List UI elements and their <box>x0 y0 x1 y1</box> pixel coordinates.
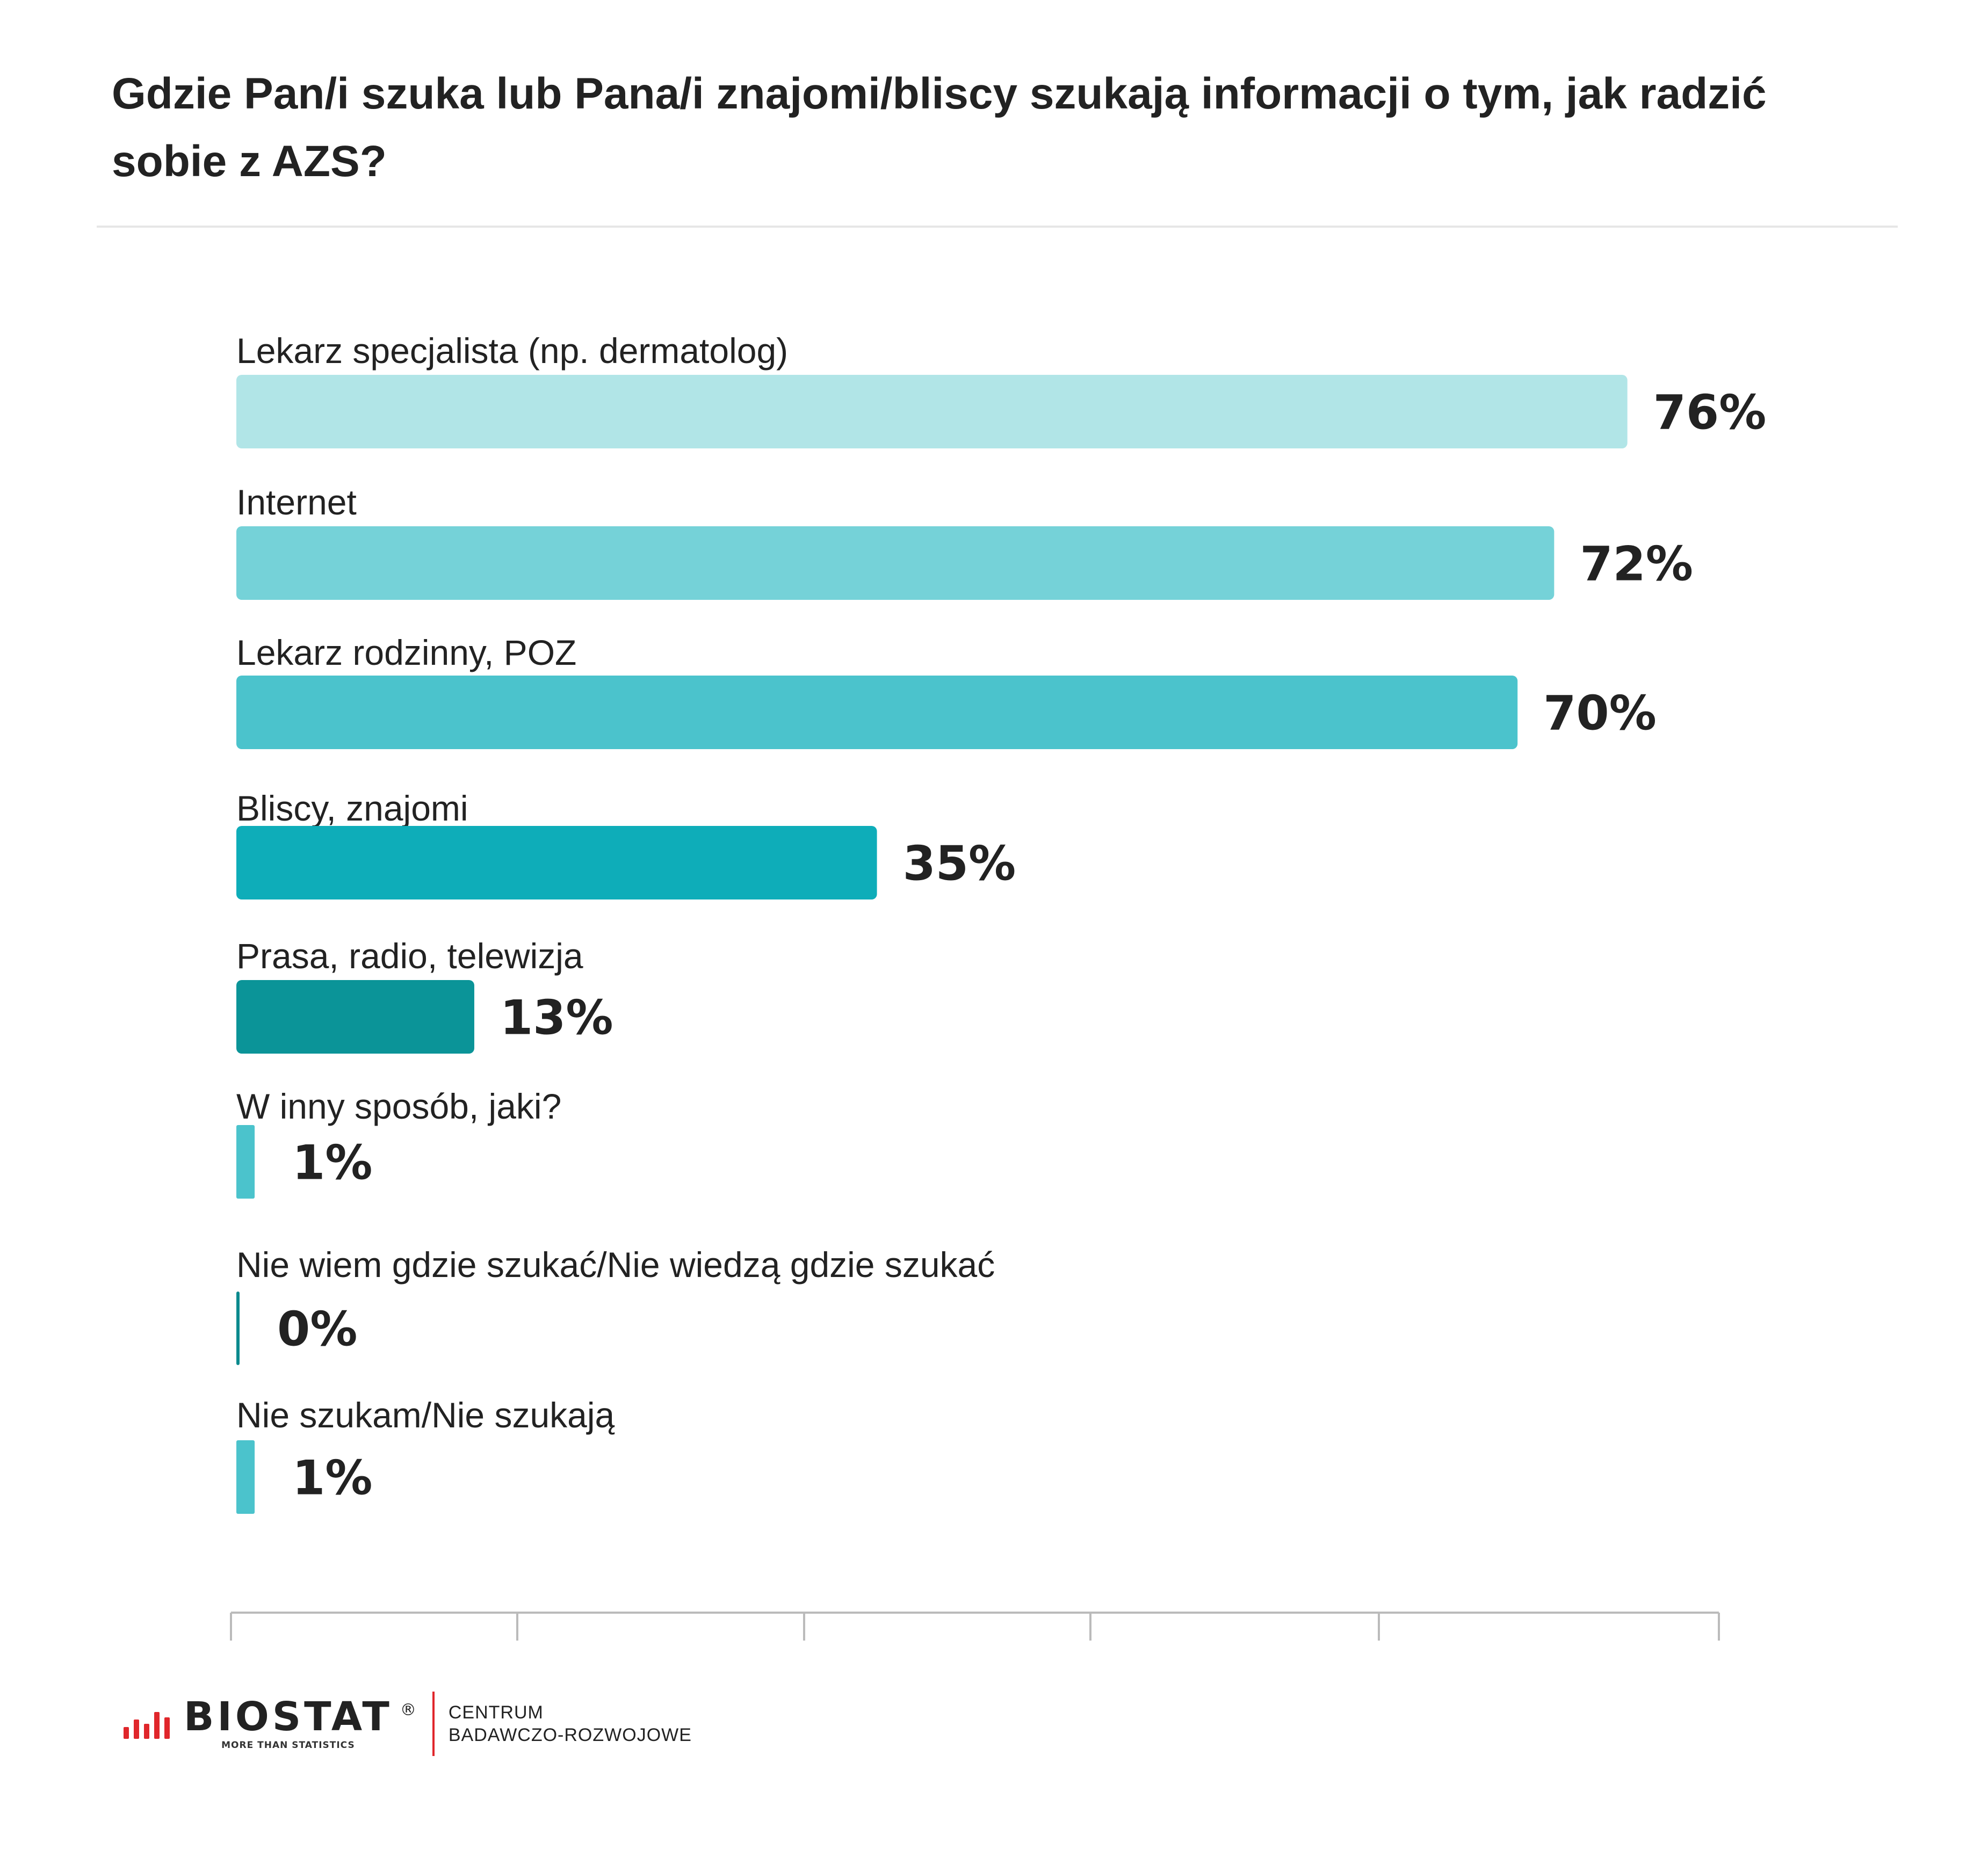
registered-mark: ® <box>400 1701 416 1720</box>
bars-layer: Lekarz specjalista (np. dermatolog) 76% In… <box>236 331 1766 1514</box>
brand-tagline: MORE THAN STATISTICS <box>221 1740 355 1751</box>
value-label: 1% <box>292 1135 372 1191</box>
bar <box>236 826 877 899</box>
title-divider <box>97 226 1898 228</box>
value-label: 76% <box>1653 385 1767 440</box>
value-label: 35% <box>903 836 1016 891</box>
value-label: 70% <box>1543 686 1657 741</box>
value-label: 1% <box>292 1450 372 1506</box>
category-label: Internet <box>236 482 357 522</box>
category-label: Nie wiem gdzie szukać/Nie wiedzą gdzie s… <box>236 1245 995 1285</box>
bar <box>236 676 1518 749</box>
chart-title: Gdzie Pan/i szuka lub Pana/i znajomi/bli… <box>112 69 1767 186</box>
brand-name: BIOSTAT <box>184 1694 393 1740</box>
bar <box>236 526 1555 600</box>
value-label: 13% <box>500 990 613 1046</box>
value-label: 72% <box>1580 536 1693 592</box>
category-label: Lekarz specjalista (np. dermatolog) <box>236 331 788 371</box>
bar-chart-icon <box>124 1709 170 1739</box>
logo-separator <box>432 1692 435 1756</box>
category-label: Bliscy, znajomi <box>236 788 468 828</box>
category-label: Prasa, radio, telewizja <box>236 936 583 976</box>
bar <box>236 1440 255 1514</box>
bar <box>236 980 474 1054</box>
category-label: Nie szukam/Nie szukają <box>236 1395 615 1435</box>
category-label: Lekarz rodzinny, POZ <box>236 633 576 672</box>
division-line-2: BADAWCZO-ROZWOJOWE <box>448 1725 692 1745</box>
bar <box>236 375 1628 448</box>
value-label: 0% <box>277 1302 357 1357</box>
category-label: W inny sposób, jaki? <box>236 1086 561 1126</box>
biostat-logo: BIOSTAT ® MORE THAN STATISTICS CENTRUM BA… <box>124 1686 692 1761</box>
division-line-1: CENTRUM <box>448 1702 544 1723</box>
bar <box>236 1125 255 1199</box>
x-axis <box>230 1612 1720 1641</box>
bar <box>236 1292 240 1365</box>
